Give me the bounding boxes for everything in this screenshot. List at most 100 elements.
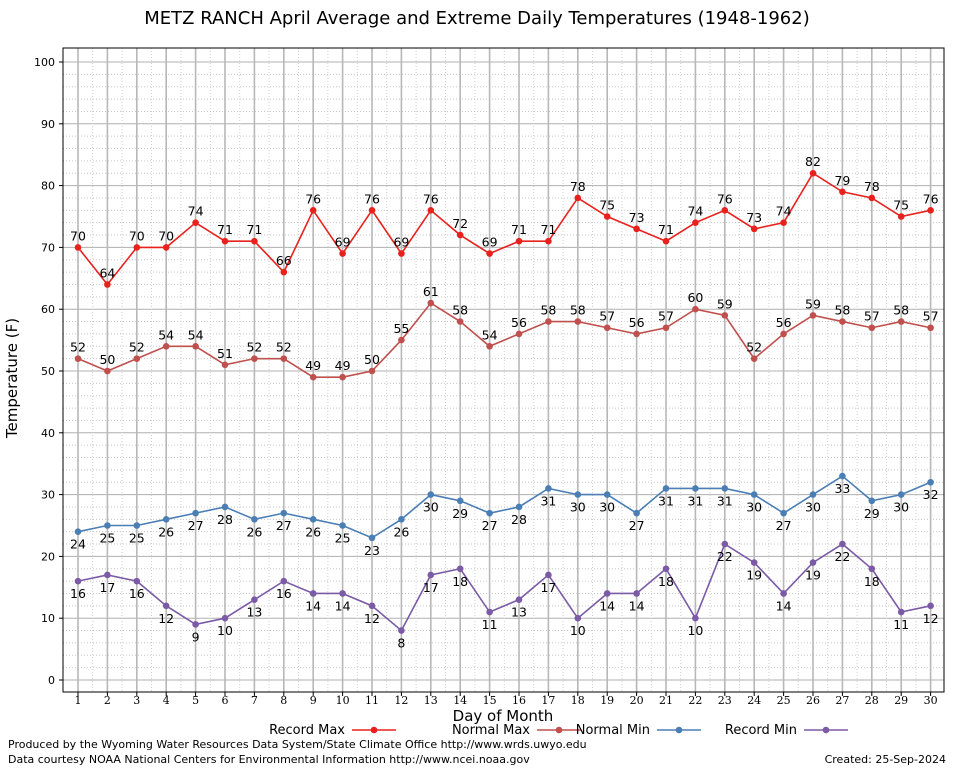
data-label: 29	[864, 506, 880, 521]
data-point	[809, 559, 817, 566]
data-label: 31	[540, 493, 556, 508]
data-label: 52	[246, 340, 262, 355]
data-label: 70	[129, 228, 145, 243]
data-point	[515, 596, 523, 603]
data-label: 27	[482, 518, 498, 533]
data-point	[927, 602, 934, 610]
series-layer: 70 64 70 70 74 71 71 66 76 69 76 69 76 72 69 71 71 78 75 73…	[70, 154, 939, 650]
x-axis-label: Day of Month	[453, 707, 554, 725]
data-point	[780, 330, 787, 338]
data-point	[662, 485, 670, 492]
data-point	[780, 509, 787, 517]
data-label: 71	[540, 222, 556, 237]
data-point	[221, 361, 229, 369]
data-point	[692, 614, 699, 622]
data-point	[309, 516, 317, 523]
data-point	[721, 312, 729, 319]
y-tick-label: 90	[41, 118, 55, 131]
data-label: 22	[834, 549, 850, 564]
data-point	[192, 342, 199, 350]
data-label: 71	[511, 222, 527, 237]
data-label: 11	[893, 617, 909, 632]
y-tick-label: 60	[41, 303, 55, 316]
series-line	[77, 172, 931, 286]
data-label: 17	[540, 580, 556, 595]
data-point	[221, 503, 229, 511]
x-tick-label: 4	[163, 694, 170, 707]
x-tick-label: 30	[924, 694, 938, 707]
data-point	[192, 621, 199, 628]
data-point	[515, 330, 523, 338]
data-label: 76	[923, 191, 939, 206]
data-label: 74	[687, 204, 703, 219]
data-label: 27	[629, 518, 645, 533]
data-label: 14	[776, 598, 792, 613]
data-point	[162, 244, 170, 251]
data-label: 29	[452, 506, 468, 521]
data-point	[927, 324, 934, 332]
data-point	[280, 355, 288, 362]
data-label: 14	[629, 598, 645, 613]
data-point	[574, 491, 582, 498]
data-label: 10	[570, 623, 586, 638]
data-point	[133, 355, 141, 362]
data-label: 27	[188, 518, 204, 533]
data-point	[309, 590, 317, 597]
data-point	[545, 237, 552, 245]
data-label: 30	[599, 500, 615, 515]
y-tick-label: 30	[41, 489, 55, 502]
data-point	[251, 355, 258, 362]
y-tick-label: 40	[41, 427, 55, 440]
x-tick-label: 1	[75, 694, 82, 707]
x-tick-label: 6	[222, 694, 229, 707]
data-point	[927, 207, 934, 214]
data-point	[74, 577, 82, 585]
data-label: 69	[393, 235, 409, 250]
data-label: 28	[511, 512, 527, 527]
x-tick-label: 3	[133, 694, 140, 707]
y-axis-label: Temperature (F)	[3, 318, 21, 439]
data-label: 27	[276, 518, 292, 533]
data-label: 12	[923, 611, 939, 626]
data-label: 8	[397, 636, 405, 651]
data-label: 28	[217, 512, 233, 527]
data-point	[486, 342, 493, 350]
data-point	[104, 281, 111, 288]
x-tick-label: 18	[571, 694, 585, 707]
data-point	[515, 503, 523, 511]
data-label: 26	[305, 524, 321, 539]
data-point	[633, 330, 640, 338]
data-label: 52	[129, 340, 145, 355]
data-label: 55	[393, 321, 409, 336]
data-label: 25	[335, 531, 351, 546]
data-point	[750, 491, 758, 498]
x-tick-label: 5	[192, 694, 199, 707]
chart-title: METZ RANCH April Average and Extreme Dai…	[144, 8, 810, 29]
data-point	[104, 367, 111, 375]
x-tick-label: 8	[280, 694, 287, 707]
data-point	[162, 342, 170, 350]
data-label: 61	[423, 284, 439, 299]
data-point	[545, 485, 552, 492]
data-label: 17	[423, 580, 439, 595]
data-label: 16	[129, 586, 145, 601]
data-label: 30	[570, 500, 586, 515]
data-label: 79	[834, 173, 850, 188]
data-label: 30	[893, 500, 909, 515]
data-point	[633, 590, 640, 597]
data-point	[927, 478, 934, 486]
x-tick-label: 10	[336, 694, 350, 707]
data-label: 18	[452, 574, 468, 589]
data-label: 58	[570, 303, 586, 318]
data-point	[74, 355, 82, 362]
data-label: 58	[452, 303, 468, 318]
y-tick-label: 100	[34, 56, 55, 69]
data-point	[280, 577, 288, 585]
data-label: 27	[776, 518, 792, 533]
x-tick-label: 12	[394, 694, 408, 707]
data-point	[339, 250, 346, 257]
data-point	[398, 250, 405, 257]
data-point	[368, 534, 376, 542]
data-label: 10	[217, 623, 233, 638]
x-tick-label: 29	[894, 694, 908, 707]
